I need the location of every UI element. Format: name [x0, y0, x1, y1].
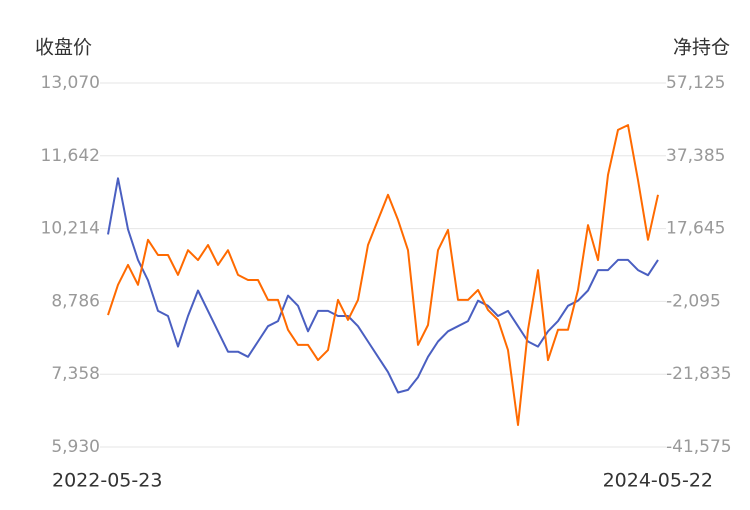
y2-tick-label: -2,095 [666, 291, 721, 311]
series-line [107, 177, 659, 394]
y2-tick-label: -21,835 [666, 364, 732, 384]
x-tick-label: 2022-05-23 [52, 470, 162, 492]
y-tick-label: 13,070 [41, 73, 100, 93]
x-tick-label: 2024-05-22 [603, 470, 713, 492]
y2-axis-title: 净持仓 [673, 37, 730, 59]
y-tick-label: 11,642 [41, 146, 100, 166]
y2-tick-label: 37,385 [666, 146, 725, 166]
y2-tick-label: 17,645 [666, 219, 725, 239]
y2-tick-label: 57,125 [666, 73, 725, 93]
series-line [107, 124, 659, 426]
y2-tick-label: -41,575 [666, 437, 732, 457]
y-axis-title: 收盘价 [35, 37, 92, 59]
y-tick-label: 8,786 [51, 291, 100, 311]
y-tick-label: 10,214 [41, 219, 100, 239]
y-tick-label: 7,358 [51, 364, 100, 384]
y-tick-label: 5,930 [51, 437, 100, 457]
